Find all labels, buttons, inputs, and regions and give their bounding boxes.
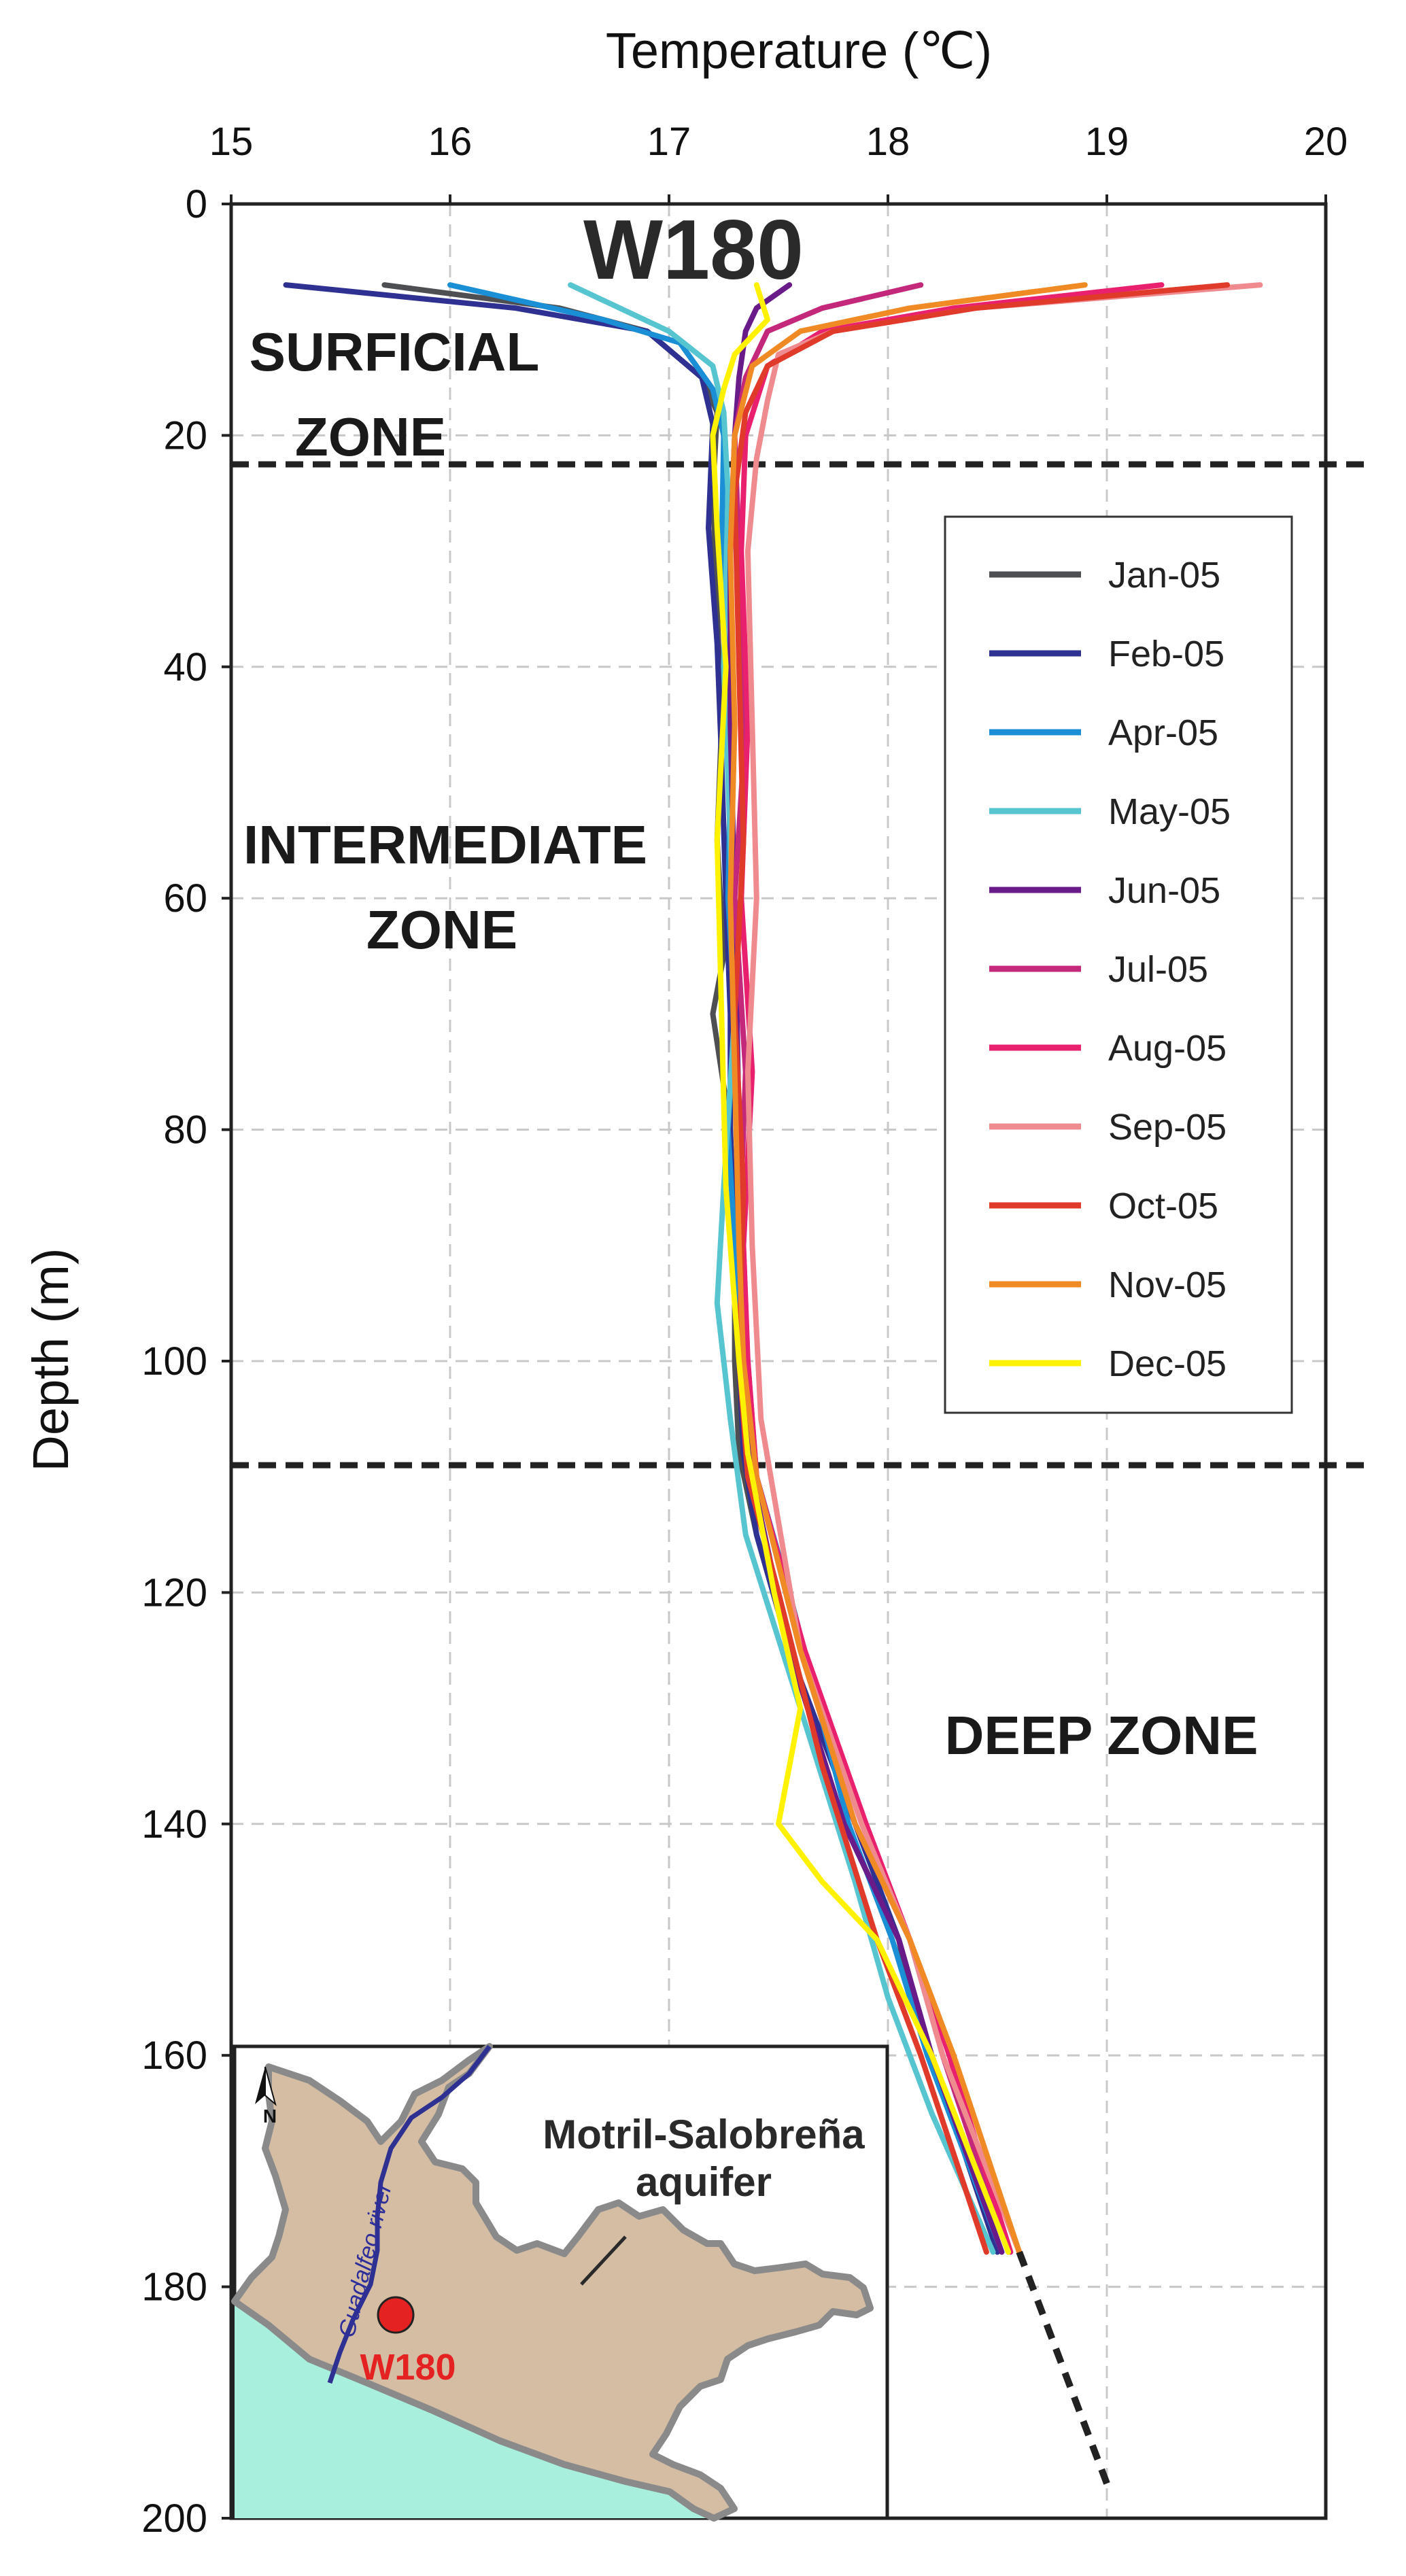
zone-label-deep: DEEP ZONE (945, 1705, 1258, 1766)
inset-aquifer-label-line1: Motril-Salobreña (543, 2112, 865, 2157)
series-line-feb-05 (283, 282, 1000, 2255)
series-line-may-05 (568, 282, 996, 2255)
legend-box (944, 515, 1293, 1414)
series-line-nov-05 (727, 282, 1088, 2255)
x-axis-title: Temperature (℃) (606, 22, 992, 79)
y-tick-label: 140 (141, 1802, 207, 1847)
inset-aquifer-label-line2: aquifer (636, 2159, 772, 2205)
y-ticks: 0 20 40 60 80 100 120 140 160 180 200 (141, 182, 231, 2541)
legend-label: Aug-05 (1108, 1028, 1227, 1069)
y-tick-label: 200 (141, 2496, 207, 2541)
zone-label-surficial-line2: ZONE (295, 407, 446, 467)
inset-aquifer-land (231, 2043, 874, 2522)
legend-label: Apr-05 (1108, 712, 1218, 753)
zone-label-intermediate-line1: INTERMEDIATE (243, 814, 647, 875)
x-tick-label: 18 (866, 120, 910, 164)
legend-label: Feb-05 (1108, 634, 1224, 674)
y-tick-label: 180 (141, 2265, 207, 2309)
y-tick-label: 20 (163, 413, 207, 458)
y-tick-label: 80 (163, 1108, 207, 1152)
series-layer (283, 282, 1263, 2255)
legend-label: May-05 (1108, 791, 1231, 832)
inset-guadalfeo-river (327, 2044, 492, 2384)
y-tick-label: 120 (141, 1570, 207, 1615)
legend-label: Dec-05 (1108, 1343, 1227, 1384)
x-tick-label: 19 (1085, 120, 1129, 164)
zone-label-surficial-line1: SURFICIAL (250, 322, 540, 382)
legend-label: Nov-05 (1108, 1265, 1227, 1305)
legend-label: Jul-05 (1108, 949, 1208, 990)
inset-map: Guadalfeo river Motril-Salobreña aquifer… (231, 2043, 889, 2522)
y-tick-label: 160 (141, 2033, 207, 2078)
y-axis-title: Depth (m) (22, 1248, 79, 1472)
legend-label: Jun-05 (1108, 870, 1220, 911)
inset-well-marker (377, 2296, 415, 2334)
north-arrow-icon: N (255, 2066, 277, 2127)
legend: Jan-05 Feb-05 Apr-05 May-05 Jun-05 Jul-05 Aug-… (944, 515, 1293, 1414)
x-tick-label: 20 (1304, 120, 1348, 164)
chart-title: W180 (583, 203, 804, 297)
x-tick-label: 15 (209, 120, 254, 164)
inset-sea (235, 2301, 721, 2518)
x-ticks: 15 16 17 18 19 20 (209, 120, 1348, 204)
y-tick-label: 100 (141, 1339, 207, 1384)
x-tick-label: 16 (428, 120, 473, 164)
legend-label: Jan-05 (1108, 555, 1220, 596)
legend-label: Sep-05 (1108, 1107, 1227, 1148)
y-tick-label: 60 (163, 876, 207, 921)
inset-leader-line (580, 2235, 627, 2286)
inset-well-label: W180 (360, 2347, 456, 2388)
x-tick-label: 17 (647, 120, 691, 164)
series-line-sep-05 (744, 282, 1263, 2255)
north-label: N (263, 2106, 277, 2127)
zone-label-intermediate-line2: ZONE (366, 899, 517, 960)
y-tick-label: 0 (186, 182, 207, 226)
y-tick-label: 40 (163, 645, 207, 689)
legend-label: Oct-05 (1108, 1186, 1218, 1226)
series-line-dec-05 (710, 282, 1012, 2255)
